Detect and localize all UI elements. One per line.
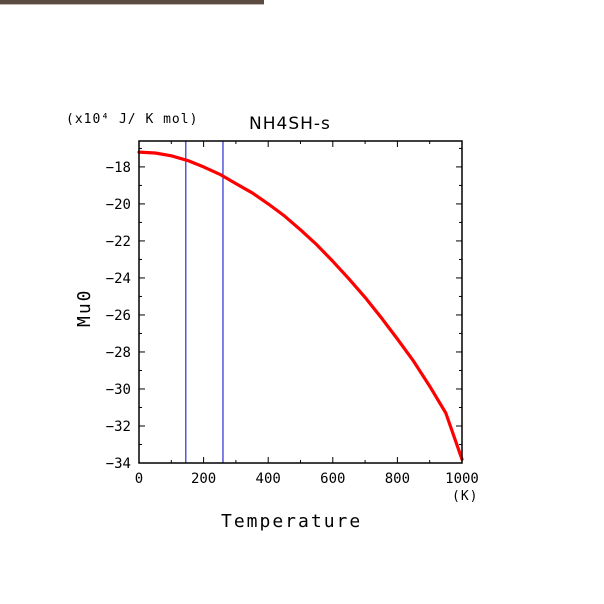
x-tick-label: 0 [135, 471, 143, 487]
y-axis-title: Mu0 [74, 288, 95, 327]
x-tick-label: 200 [191, 471, 216, 487]
y-tick-label: −26 [106, 308, 131, 324]
y-tick-label: −20 [106, 197, 131, 213]
y-tick-label: −22 [106, 234, 131, 250]
y-tick-label: −32 [106, 419, 131, 435]
x-tick-label: 800 [385, 471, 410, 487]
y-tick-label: −30 [106, 382, 131, 398]
y-tick-label: −28 [106, 345, 131, 361]
x-axis-title: Temperature [221, 511, 362, 532]
y-tick-label: −34 [106, 456, 131, 472]
x-tick-label: 1000 [445, 471, 479, 487]
reference-lines [185, 141, 224, 463]
series-line [137, 150, 464, 461]
y-unit-label: (x10⁴ J/ K mol) [66, 112, 198, 127]
x-tick-label: 600 [320, 471, 345, 487]
x-tick-label: 400 [256, 471, 281, 487]
tick-labels: 0 200 400 600 800 1000 −18 −20 −22 −24 −26 −28 −30 −3… [106, 160, 479, 487]
y-tick-label: −24 [106, 271, 131, 287]
x-unit-label: (K) [452, 489, 478, 504]
series-group [137, 150, 464, 461]
y-tick-label: −18 [106, 160, 131, 176]
window-title-bar [0, 0, 264, 5]
axis-ticks [138, 141, 463, 464]
plot-frame [138, 140, 463, 464]
chart-title: NH4SH-s [249, 114, 331, 134]
